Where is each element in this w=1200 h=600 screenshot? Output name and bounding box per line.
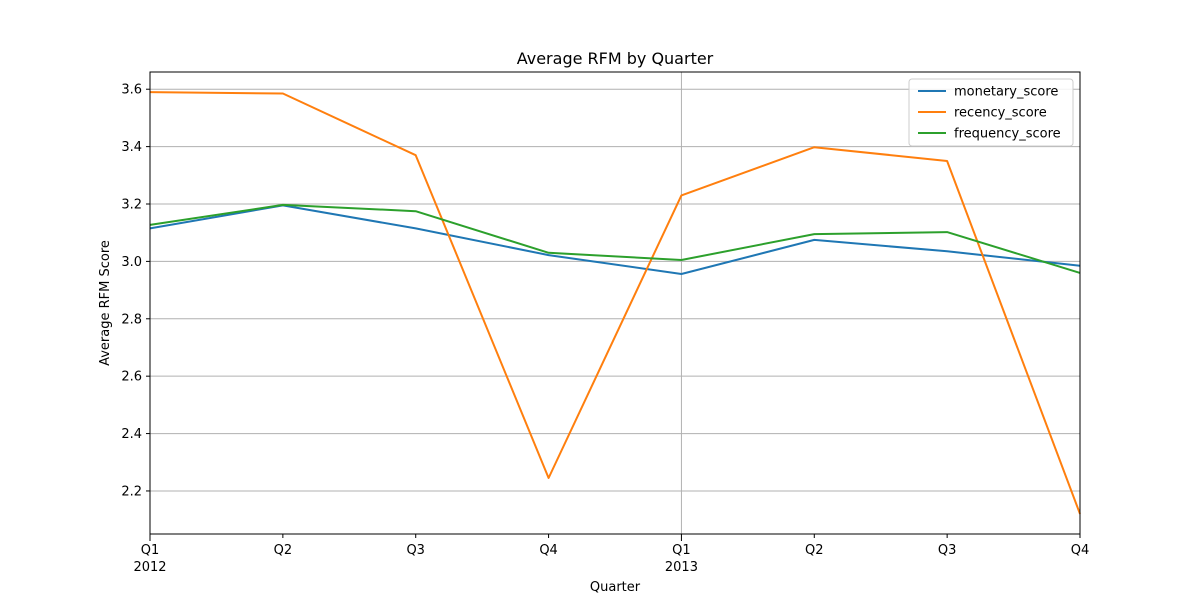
y-tick-label: 2.2 <box>121 484 142 499</box>
grid-lines <box>149 72 1080 534</box>
legend-box <box>908 78 1074 147</box>
series-lines <box>149 91 1081 515</box>
x-tick-year-label: 2013 <box>665 560 698 575</box>
x-tick-label: Q4 <box>539 543 558 558</box>
x-tick-label: Q3 <box>406 543 425 558</box>
y-axis-label: Average RFM Score <box>98 240 113 366</box>
y-tick-label: 3.6 <box>121 83 142 98</box>
legend: monetary_score recency_score frequency_sco… <box>908 78 1074 147</box>
x-tick-label: Q2 <box>274 543 293 558</box>
x-tick-label: Q1 <box>141 543 160 558</box>
x-axis-label: Quarter <box>590 580 641 595</box>
x-tick-label: Q4 <box>1071 543 1090 558</box>
series-line-recency-score <box>149 91 1081 515</box>
legend-label: monetary_score <box>954 85 1058 100</box>
y-tick-label: 2.6 <box>121 370 142 385</box>
y-tick-label: 3.4 <box>121 140 142 155</box>
chart-title: Average RFM by Quarter <box>517 49 714 68</box>
x-tick-year-label: 2012 <box>133 560 166 575</box>
y-tick-label: 2.8 <box>121 312 142 327</box>
y-tick-label: 2.4 <box>121 427 142 442</box>
series-line-frequency-score <box>149 203 1081 274</box>
y-tick-label: 3.2 <box>121 198 142 213</box>
series-line-monetary-score <box>149 204 1081 275</box>
plot-frame <box>149 71 1081 535</box>
x-tick-label: Q1 <box>672 543 691 558</box>
y-tick-label: 3.0 <box>121 255 142 270</box>
legend-label: recency_score <box>954 106 1047 121</box>
x-axis-ticks: Q1 2012 Q2 Q3 Q4 Q1 2013 Q2 Q3 Q4 <box>133 534 1089 575</box>
y-axis-ticks: 2.2 2.4 2.6 2.8 3.0 3.2 3.4 3.6 <box>121 83 150 499</box>
legend-label: frequency_score <box>954 127 1061 142</box>
x-tick-label: Q2 <box>805 543 824 558</box>
x-tick-label: Q3 <box>938 543 957 558</box>
